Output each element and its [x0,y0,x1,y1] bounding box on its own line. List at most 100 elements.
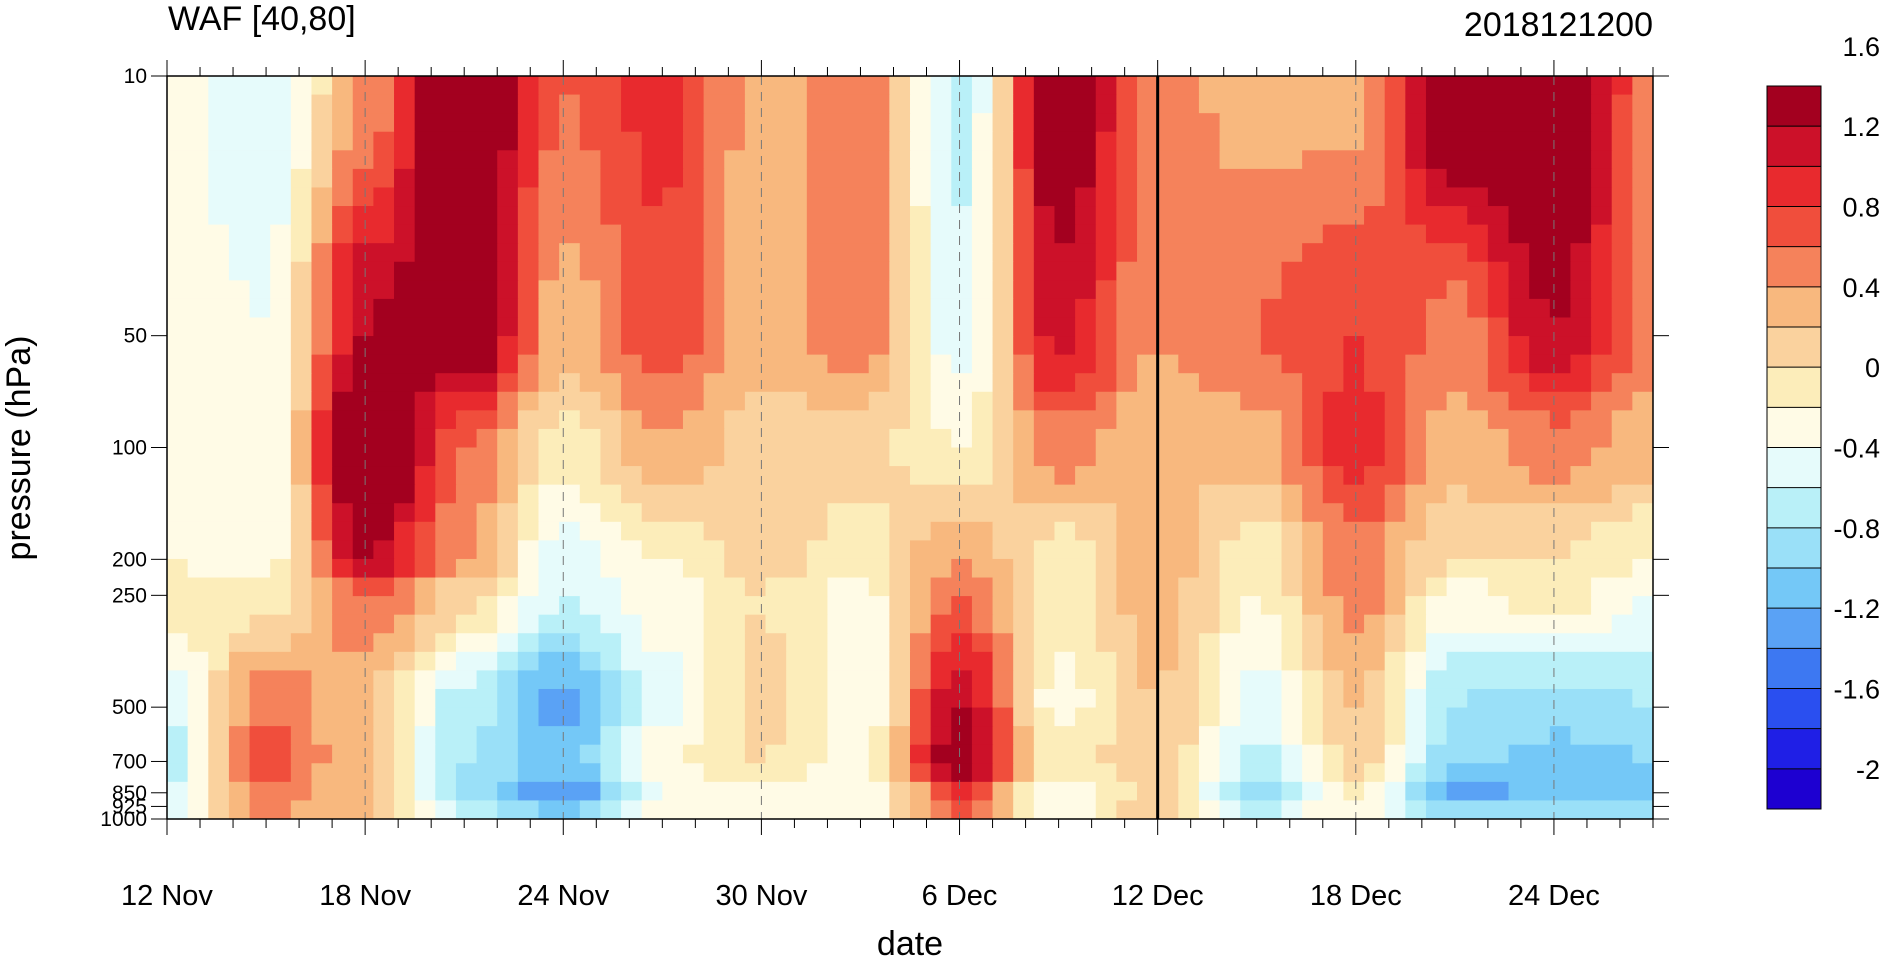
contour-cell [1591,94,1613,114]
contour-cell [1446,391,1468,411]
contour-cell [497,503,519,523]
contour-cell [1033,76,1097,96]
contour-cell [1384,428,1406,449]
contour-cell [1405,670,1427,690]
contour-cell [538,336,602,356]
contour-cell [889,336,911,356]
contour-cell [1054,670,1076,690]
contour-cell [1425,336,1489,356]
contour-cell [311,558,333,579]
contour-cell [1467,243,1489,263]
contour-cell [435,466,457,486]
contour-cell [332,744,374,764]
contour-cell [167,94,209,114]
contour-cell [1095,540,1117,560]
contour-cell [249,744,292,764]
contour-cell [538,651,581,671]
contour-cell [167,688,189,709]
contour-cell [724,540,808,560]
contour-cell [249,280,271,300]
contour-cell [621,651,684,671]
contour-cell [971,206,994,226]
contour-cell [228,243,271,263]
contour-cell [167,410,292,430]
contour-cell [538,540,602,560]
contour-cell [682,744,746,764]
contour-cell [332,540,354,560]
contour-cell [1095,131,1117,151]
contour-cell [1322,651,1386,671]
contour-cell [806,540,890,560]
contour-cell [1343,466,1365,486]
contour-cell [806,280,890,300]
contour-cell [290,76,313,96]
contour-cell [579,94,622,114]
contour-cell [187,726,209,746]
contour-cell [600,781,622,802]
contour-cell [1364,131,1386,151]
contour-cell [455,447,498,467]
contour-cell [992,280,1014,300]
contour-cell [1425,670,1653,690]
contour-cell [167,614,251,634]
contour-cell [497,577,519,597]
contour-cell [621,280,705,300]
contour-cell [167,800,189,819]
contour-cell [1302,577,1324,597]
contour-cell [1075,466,1283,486]
contour-cell [1322,744,1345,764]
contour-cell [868,391,911,411]
contour-cell [744,391,808,411]
contour-cell [517,187,540,207]
contour-cell [1384,447,1406,467]
contour-cell [167,373,292,393]
contour-cell [1240,800,1283,819]
contour-cell [1425,168,1448,189]
contour-cell [724,224,808,244]
contour-cell [703,577,746,597]
contour-cell [1632,76,1653,96]
contour-cell [517,466,540,486]
contour-cell [744,707,787,727]
contour-cell [290,336,313,356]
contour-cell [1467,688,1633,709]
contour-cell [373,317,498,337]
contour-cell [497,150,519,170]
contour-cell [1281,354,1345,374]
contour-cell [621,76,684,96]
contour-cell [1508,206,1592,226]
contour-cell [290,633,333,653]
contour-cell [930,391,973,411]
contour-cell [208,651,230,671]
contour-cell [1364,670,1386,690]
contour-cell [992,707,1014,727]
contour-cell [1632,94,1653,114]
contour-cell [1054,707,1076,727]
contour-cell [992,131,1014,151]
contour-cell [951,187,973,207]
contour-cell [889,206,911,226]
contour-cell [517,336,540,356]
contour-cell [332,168,354,189]
contour-cell [187,800,209,819]
contour-cell [889,688,911,709]
contour-cell [208,800,230,819]
contour-cell [270,298,292,319]
contour-cell [497,280,519,300]
contour-cell [1033,540,1097,560]
contour-cell [1095,94,1117,114]
contour-cell [517,94,540,114]
contour-cell [497,354,519,374]
contour-cell [1425,763,1448,783]
contour-cell [517,596,560,616]
contour-cell [1632,280,1653,300]
contour-cell [1033,391,1097,411]
contour-cell [1013,466,1056,486]
contour-cell [930,298,973,319]
contour-cell [290,373,313,393]
contour-cell [910,781,932,802]
colorbar-swatch [1767,648,1821,689]
contour-cell [538,391,602,411]
contour-cell [290,298,313,319]
contour-cell [951,800,973,819]
